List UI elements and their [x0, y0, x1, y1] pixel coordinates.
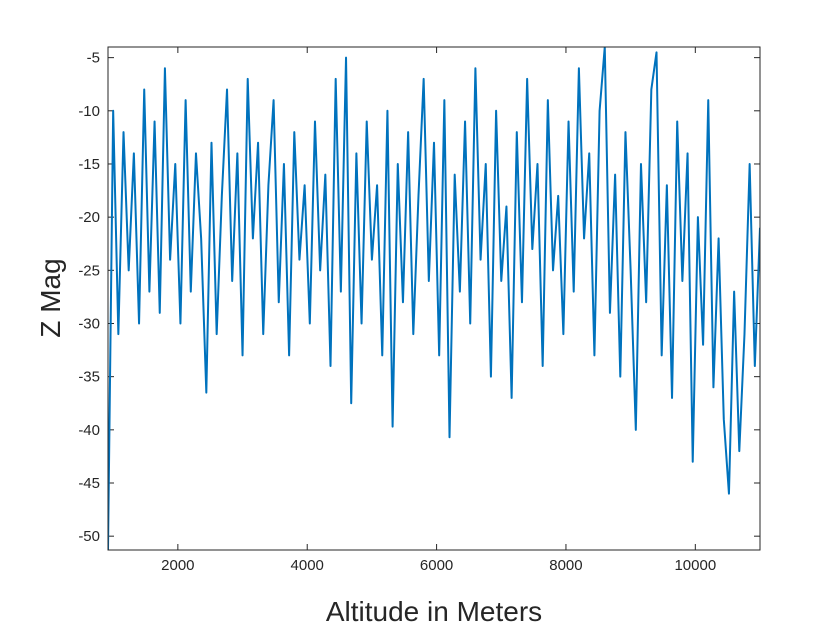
y-tick-label: -20: [78, 209, 100, 226]
y-axis-label: Z Mag: [35, 258, 66, 337]
y-tick-label: -10: [78, 103, 100, 120]
y-tick-label: -40: [78, 422, 100, 439]
plot-frame: [107, 46, 761, 551]
y-tick-label: -30: [78, 315, 100, 332]
y-tick-label: -35: [78, 369, 100, 386]
y-tick-label: -45: [78, 475, 100, 492]
y-tick-label: -25: [78, 262, 100, 279]
x-tick-label: 2000: [161, 557, 194, 574]
y-tick-label: -15: [78, 156, 100, 173]
y-tick-label: -50: [78, 528, 100, 545]
x-axis-label: Altitude in Meters: [326, 596, 542, 627]
x-tick-label: 10000: [674, 557, 716, 574]
data-line: [108, 47, 760, 550]
x-tick-label: 8000: [549, 557, 582, 574]
x-tick-label: 6000: [420, 557, 453, 574]
x-tick-label: 4000: [291, 557, 324, 574]
y-tick-label: -5: [87, 50, 100, 67]
